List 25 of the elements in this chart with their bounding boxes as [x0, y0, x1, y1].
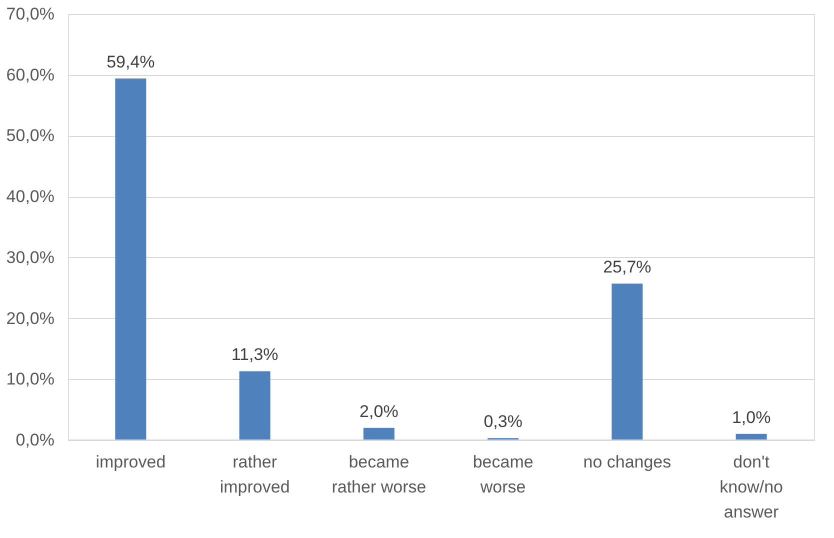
data-label: 1,0% — [732, 408, 771, 427]
y-tick-label: 60,0% — [6, 65, 54, 84]
x-tick-label: no changes — [583, 452, 672, 472]
y-tick-label: 20,0% — [6, 308, 54, 328]
y-tick-label: 10,0% — [6, 370, 54, 389]
x-tick-label: rather improved — [220, 452, 290, 496]
y-tick-label: 50,0% — [6, 126, 54, 146]
x-tick-label: improved — [96, 452, 166, 472]
y-tick-label: 70,0% — [6, 4, 54, 24]
x-tick-label: became worse — [472, 452, 534, 496]
x-tick-label: don't know/no answer — [720, 452, 783, 522]
bar — [239, 371, 270, 440]
y-tick-label: 0,0% — [16, 430, 54, 450]
bar — [612, 284, 643, 440]
data-label: 59,4% — [106, 52, 155, 72]
data-label: 0,3% — [484, 412, 522, 432]
x-tick-label: became rather worse — [332, 452, 426, 496]
bar — [736, 434, 767, 440]
data-label: 25,7% — [603, 258, 652, 277]
bar — [115, 78, 146, 440]
y-tick-label: 30,0% — [6, 248, 54, 267]
bar — [363, 428, 394, 440]
data-label: 2,0% — [360, 402, 398, 421]
y-tick-label: 40,0% — [6, 187, 54, 206]
data-label: 11,3% — [231, 345, 278, 364]
